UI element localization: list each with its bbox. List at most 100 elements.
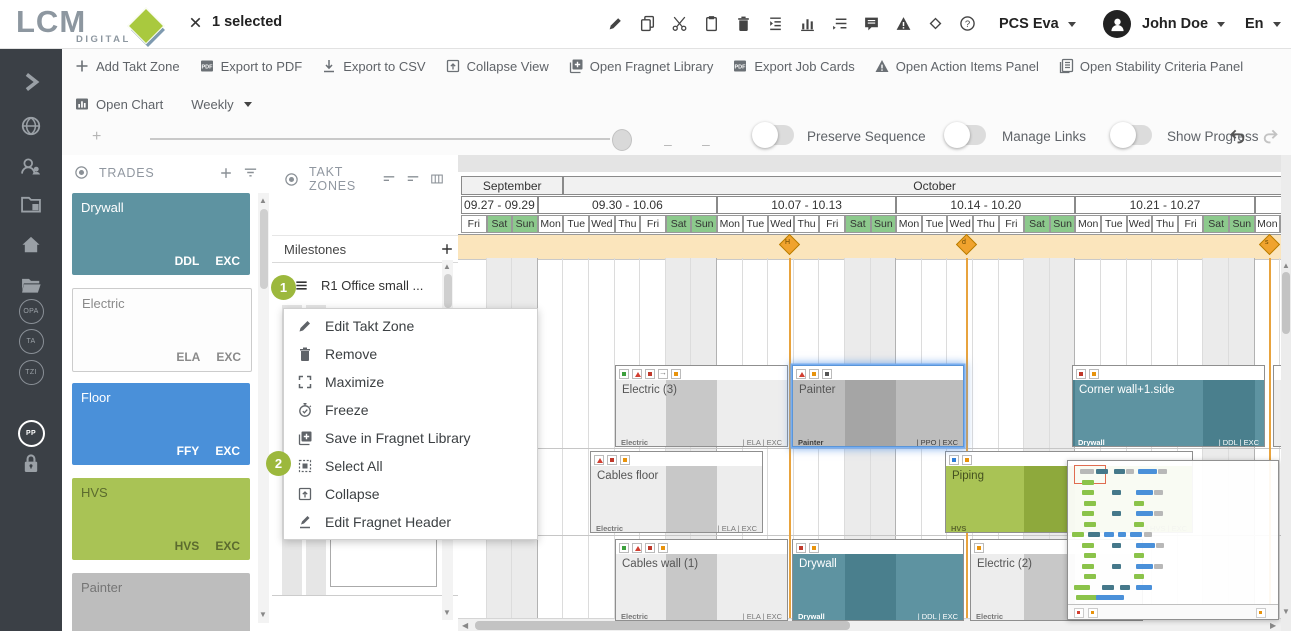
drag-handle-icon[interactable] [294, 278, 309, 293]
minimap-bar [1136, 542, 1155, 548]
scroll-down-icon[interactable]: ▼ [1282, 607, 1290, 616]
language-selector[interactable]: En [1245, 0, 1281, 48]
vertical-scrollbar[interactable]: ▲ ▼ [1281, 155, 1291, 631]
sidebar-item-home[interactable] [0, 231, 62, 257]
task-card-painter[interactable]: Painter Painter | PPO | EXC [792, 365, 964, 447]
radio-checked-icon[interactable] [74, 165, 89, 180]
preserve-sequence-toggle[interactable] [752, 122, 794, 148]
menu-item-maximize[interactable]: Maximize [284, 368, 537, 396]
menu-item-remove[interactable]: Remove [284, 340, 537, 368]
paste-button[interactable] [703, 15, 720, 32]
trade-card-painter[interactable]: Painter [72, 573, 250, 631]
sidebar-item-tzi[interactable]: TZI [0, 359, 62, 385]
menu-item-save-in-fragnet-library[interactable]: Save in Fragnet Library [284, 424, 537, 452]
sort-lines-icon[interactable] [382, 172, 396, 186]
milestone-diamond[interactable]: d [955, 233, 978, 256]
scroll-left-icon[interactable]: ◀ [462, 621, 469, 630]
task-card-cables-floor[interactable]: Cables floor Electric | ELA | EXC [590, 451, 763, 533]
sidebar-item-chevron-right[interactable] [0, 69, 62, 95]
vertical-scroll-thumb[interactable] [1282, 272, 1290, 334]
comment-button[interactable] [863, 15, 880, 32]
add-takt-zone-button[interactable]: Add Takt Zone [74, 58, 180, 74]
add-trade-icon[interactable] [219, 166, 233, 180]
export-to-pdf-button[interactable]: PDF Export to PDF [199, 58, 302, 74]
cut-button[interactable] [671, 15, 688, 32]
open-fragnet-library-button[interactable]: Open Fragnet Library [568, 58, 713, 74]
scroll-down-icon[interactable]: ▼ [443, 608, 451, 617]
sidebar-item-lock[interactable] [0, 450, 62, 476]
sort-lines-icon[interactable] [406, 172, 420, 186]
copy-button[interactable] [639, 15, 656, 32]
filter-icon[interactable] [243, 165, 258, 180]
zoom-in-icon[interactable]: + [92, 128, 102, 145]
pencil-button[interactable] [607, 15, 624, 32]
open-stability-criteria-panel-button[interactable]: Open Stability Criteria Panel [1058, 58, 1243, 74]
radio-checked-icon[interactable] [284, 172, 299, 187]
sidebar-item-globe[interactable] [0, 113, 62, 139]
trades-scrollbar[interactable]: ▲ ▼ [258, 193, 269, 623]
milestone-diamond[interactable]: s [1258, 233, 1281, 256]
open-chart-button[interactable]: Open Chart [74, 96, 163, 112]
day-cell: Mon [537, 215, 564, 233]
warning-button[interactable] [895, 15, 912, 32]
trade-card-electric[interactable]: Electric ELA EXC [72, 288, 252, 372]
sidebar-item-users[interactable] [0, 153, 62, 179]
stats-button[interactable] [799, 15, 816, 32]
collapse-view-button[interactable]: Collapse View [445, 58, 549, 74]
milestone-diamond[interactable]: H [778, 233, 801, 256]
takt-zone-row[interactable]: R1 Office small ... [272, 267, 464, 303]
clear-selection-icon[interactable] [188, 15, 203, 30]
task-card-electric-3-[interactable]: → Electric (3) Electric | ELA | EXC [615, 365, 788, 447]
task-card-cables-wall-1-[interactable]: Cables wall (1) Electric | ELA | EXC [615, 539, 788, 621]
zoom-slider-track[interactable] [150, 138, 610, 140]
user-menu[interactable]: John Doe [1103, 0, 1226, 48]
project-selector[interactable]: PCS Eva [999, 0, 1076, 48]
view-mode-dropdown[interactable]: Weekly [191, 97, 252, 112]
zoom-out-icon[interactable]: – [664, 136, 672, 152]
sidebar-item-pp[interactable]: PP [0, 419, 62, 447]
scroll-down-icon[interactable]: ▼ [259, 610, 267, 619]
menu-item-collapse[interactable]: Collapse [284, 480, 537, 508]
menu-item-select-all[interactable]: Select All [284, 452, 537, 480]
task-card-drywall[interactable]: Drywall Drywall | DDL | EXC [792, 539, 964, 621]
horizontal-scroll-thumb[interactable] [475, 621, 850, 630]
trade-card-floor[interactable]: Floor FFY EXC [72, 383, 250, 465]
redo-icon[interactable] [1262, 127, 1280, 145]
menu-item-edit-fragnet-header[interactable]: Edit Fragnet Header [284, 508, 537, 536]
trade-card-drywall[interactable]: Drywall DDL EXC [72, 193, 250, 275]
playlist-add-button[interactable] [831, 15, 848, 32]
help-button[interactable]: ? [959, 15, 976, 32]
status-warn-icon [594, 454, 604, 465]
scroll-up-icon[interactable]: ▲ [259, 196, 267, 205]
open-action-items-panel-button[interactable]: Open Action Items Panel [874, 58, 1039, 74]
zoom-out-icon[interactable]: – [702, 136, 710, 152]
menu-item-edit-takt-zone[interactable]: Edit Takt Zone [284, 312, 537, 340]
stats-icon [801, 19, 814, 32]
show-progress-toggle[interactable] [1110, 122, 1152, 148]
scroll-up-icon[interactable]: ▲ [1282, 261, 1290, 270]
minimap-bar [1126, 469, 1134, 474]
scroll-up-icon[interactable]: ▲ [443, 262, 451, 271]
undo-icon[interactable] [1228, 127, 1246, 145]
export-job-cards-button[interactable]: PDF Export Job Cards [732, 58, 855, 74]
chart-box-icon [76, 98, 88, 110]
trade-card-hvs[interactable]: HVS HVS EXC [72, 478, 250, 560]
menu-item-freeze[interactable]: Freeze [284, 396, 537, 424]
sidebar-item-opa[interactable]: OPA [0, 298, 62, 324]
task-card[interactable] [1273, 365, 1281, 447]
task-card-corner-wall-1-side[interactable]: Corner wall+1.side Drywall | DDL | EXC [1072, 365, 1265, 447]
view-columns-icon[interactable] [430, 172, 444, 186]
sidebar-item-folder-open[interactable] [0, 272, 62, 298]
sidebar-item-ta[interactable]: TA [0, 328, 62, 354]
minimap-bar [1118, 532, 1126, 537]
indent-button[interactable] [767, 15, 784, 32]
diamond-button[interactable] [927, 15, 944, 32]
trash-button[interactable] [735, 15, 752, 32]
day-cell: Sun [1049, 215, 1076, 233]
zoom-slider-handle[interactable] [612, 129, 632, 151]
scroll-right-icon[interactable]: ▶ [1270, 621, 1277, 630]
sidebar-item-folder-file[interactable] [0, 191, 62, 217]
add-milestone-icon[interactable] [440, 242, 454, 256]
manage-links-toggle[interactable] [944, 122, 986, 148]
export-to-csv-button[interactable]: Export to CSV [321, 58, 426, 74]
